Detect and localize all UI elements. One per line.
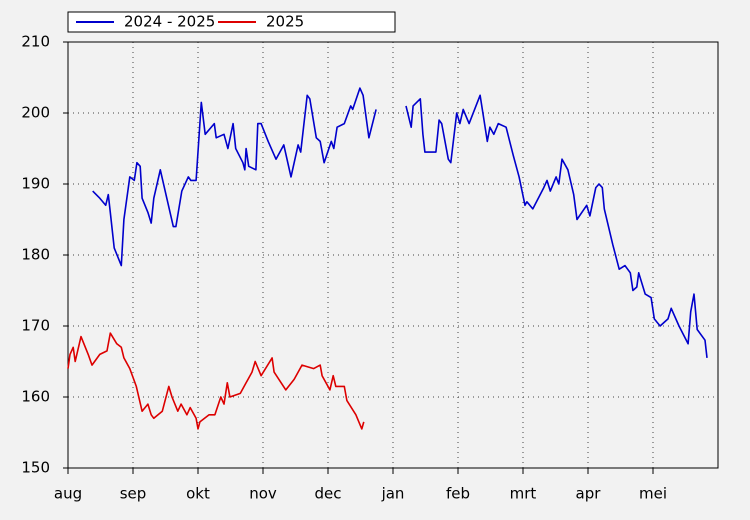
legend-label: 2025 bbox=[266, 13, 304, 31]
x-tick-label: feb bbox=[446, 485, 470, 503]
x-tick-label: jan bbox=[381, 485, 405, 503]
x-tick-label: mei bbox=[639, 485, 667, 503]
x-tick-label: mrt bbox=[510, 485, 537, 503]
y-tick-label: 150 bbox=[21, 459, 50, 477]
x-tick-label: aug bbox=[54, 485, 82, 503]
series-line bbox=[67, 332, 365, 430]
y-tick-label: 190 bbox=[21, 175, 50, 193]
x-tick-label: sep bbox=[120, 485, 147, 503]
legend-label: 2024 - 2025 bbox=[124, 13, 215, 31]
plot-frame bbox=[67, 41, 719, 469]
x-tick-label: nov bbox=[249, 485, 277, 503]
y-tick-label: 160 bbox=[21, 388, 50, 406]
x-tick-label: okt bbox=[186, 485, 210, 503]
series-line bbox=[92, 87, 708, 358]
y-tick-label: 180 bbox=[21, 246, 50, 264]
y-tick-label: 170 bbox=[21, 317, 50, 335]
y-tick-label: 200 bbox=[21, 104, 50, 122]
y-tick-label: 210 bbox=[21, 33, 50, 51]
x-tick-label: apr bbox=[576, 485, 602, 503]
x-tick-label: dec bbox=[315, 485, 342, 503]
